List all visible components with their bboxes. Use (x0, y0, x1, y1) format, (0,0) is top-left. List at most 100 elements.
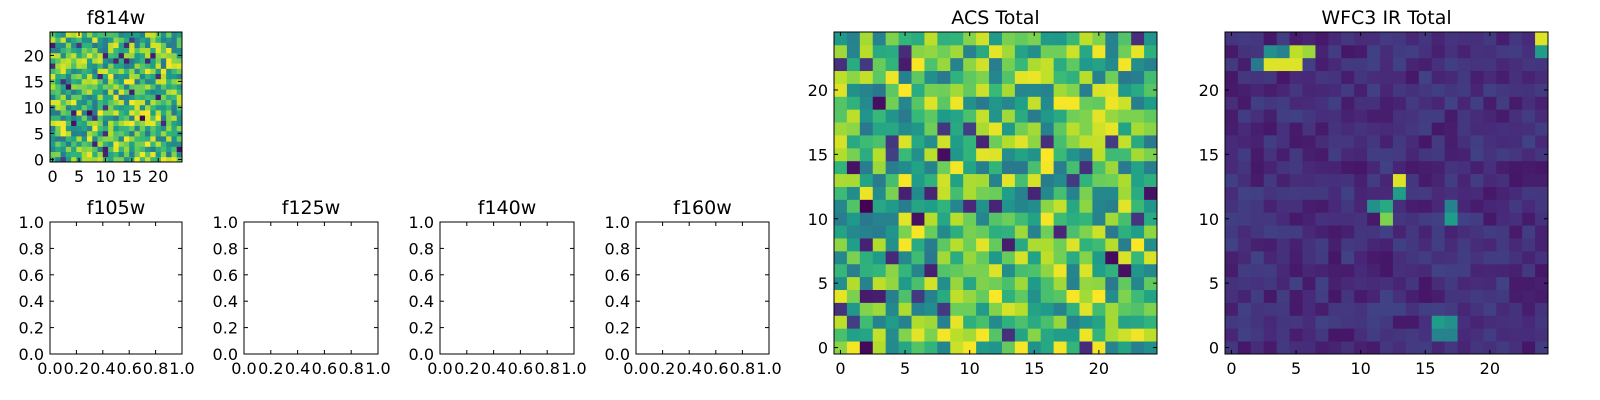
heatmap-cell (113, 47, 120, 54)
heatmap-cell (102, 52, 109, 59)
heatmap-cell (1535, 302, 1549, 316)
heatmap-cell (102, 141, 109, 147)
heatmap-cell (171, 146, 178, 152)
heatmap-cell (176, 136, 183, 142)
heatmap-cell (1131, 109, 1145, 123)
heatmap-cell (859, 44, 874, 59)
heatmap-cell (1001, 96, 1016, 110)
heatmap-cell (1483, 250, 1497, 265)
heatmap-cell (885, 32, 899, 46)
heatmap-cell (1328, 70, 1342, 84)
heatmap-cell (1144, 135, 1158, 149)
heatmap-cell (898, 238, 912, 252)
heatmap-cell (1237, 160, 1252, 175)
heatmap-cell (1328, 44, 1342, 59)
heatmap-cell (1001, 173, 1016, 187)
heatmap-cell (1522, 315, 1536, 329)
heatmap-cell (50, 136, 56, 142)
heatmap-cell (55, 136, 61, 142)
heatmap-cell (1522, 173, 1536, 187)
heatmap-cell (1380, 315, 1394, 329)
heatmap-cell (1079, 199, 1093, 213)
y-tick-label: 0 (1209, 339, 1219, 358)
heatmap-cell (898, 147, 912, 162)
heatmap-cell (166, 58, 172, 64)
heatmap-cell (1405, 147, 1420, 162)
heatmap-cell (1027, 328, 1042, 342)
heatmap-cell (1001, 212, 1016, 226)
heatmap-cell (150, 120, 156, 126)
heatmap-cell (1341, 276, 1355, 290)
heatmap-cell (102, 78, 109, 85)
heatmap-cell (846, 199, 861, 213)
heatmap-cell (160, 156, 167, 163)
heatmap-cell (1014, 173, 1029, 187)
x-tick-label: 0.8 (730, 359, 755, 378)
heatmap-cell (1470, 160, 1484, 175)
heatmap-cell (1535, 57, 1549, 72)
heatmap-cell (872, 44, 887, 59)
heatmap-cell (1367, 302, 1381, 316)
heatmap-cell (834, 315, 848, 329)
heatmap-cell (1354, 225, 1368, 239)
heatmap-cell (924, 160, 938, 175)
heatmap-cell (1263, 44, 1278, 59)
heatmap-cell (950, 122, 964, 136)
heatmap-cell (911, 57, 925, 72)
heatmap-cell (1509, 147, 1523, 162)
heatmap-cell (139, 136, 146, 142)
heatmap-cell (1276, 212, 1290, 226)
heatmap-cell (150, 63, 156, 69)
heatmap-cell (1535, 263, 1549, 278)
heatmap-cell (1341, 44, 1355, 59)
heatmap-cell (1470, 147, 1484, 162)
heatmap-cell (113, 63, 120, 69)
heatmap-cell (1027, 302, 1042, 316)
heatmap-cell (118, 73, 125, 80)
x-tick-label: 0.4 (676, 359, 701, 378)
heatmap-cell (1341, 122, 1355, 136)
heatmap-cell (1470, 186, 1484, 200)
heatmap-cell (1027, 32, 1042, 46)
heatmap-cell (963, 186, 977, 200)
heatmap-cell (950, 96, 964, 110)
heatmap-cell (1118, 44, 1132, 59)
heatmap-cell (65, 47, 72, 54)
heatmap-cell (1483, 135, 1497, 149)
heatmap-cell (898, 225, 912, 239)
heatmap-cell (1431, 289, 1446, 303)
heatmap-cell (176, 125, 183, 132)
heatmap-cell (171, 125, 178, 132)
heatmap-cell (108, 68, 114, 74)
heatmap-cell (1263, 212, 1278, 226)
heatmap-cell (950, 276, 964, 290)
heatmap-cell (139, 58, 146, 64)
heatmap-cell (113, 125, 120, 132)
heatmap-cell (71, 104, 77, 111)
heatmap-cell (1079, 147, 1093, 162)
heatmap-cell (898, 160, 912, 175)
heatmap-cell (113, 130, 120, 137)
heatmap-cell (1001, 238, 1016, 252)
heatmap-cell (113, 104, 120, 111)
heatmap-cell (139, 99, 146, 106)
heatmap-cell (60, 151, 67, 158)
heatmap-cell (1444, 250, 1458, 265)
heatmap-cell (1105, 263, 1119, 278)
heatmap-cell (1079, 263, 1093, 278)
heatmap-cell (150, 136, 156, 142)
heatmap-cell (134, 120, 141, 126)
heatmap-cell (1144, 147, 1158, 162)
heatmap-cell (102, 125, 109, 132)
heatmap-cell (989, 186, 1003, 200)
heatmap-cell (1144, 122, 1158, 136)
heatmap-cell (1027, 147, 1042, 162)
heatmap-cell (50, 141, 56, 147)
heatmap-cell (1131, 147, 1145, 162)
x-tick-label: 10 (959, 359, 979, 378)
heatmap-cell (834, 122, 848, 136)
heatmap-cell (123, 146, 130, 152)
heatmap-cell (1341, 96, 1355, 110)
heatmap-cell (129, 37, 135, 43)
heatmap-cell (123, 89, 130, 95)
